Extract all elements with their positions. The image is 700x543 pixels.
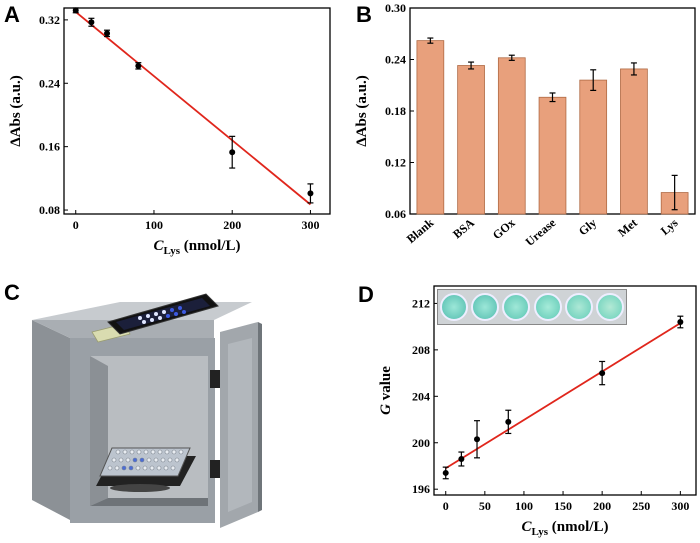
x-tick-label: 100 (145, 218, 163, 232)
inset-well (439, 293, 468, 321)
inset-well (502, 293, 531, 321)
data-point (458, 456, 465, 463)
x-tick-label: 250 (632, 499, 650, 513)
y-tick-label: 0.24 (385, 53, 406, 67)
data-point (505, 418, 512, 425)
fit-line (75, 11, 312, 206)
open-door-panel (228, 338, 252, 512)
panel-label-a: A (4, 2, 20, 27)
data-point (442, 469, 449, 476)
y-tick-label: 0.16 (39, 140, 60, 154)
smartphone (107, 293, 219, 335)
data-point (104, 30, 111, 37)
data-point (677, 318, 684, 325)
inset-well (564, 293, 593, 321)
panel-label-c: C (4, 280, 20, 305)
door-hinge-top (210, 370, 220, 388)
open-door-edge (258, 322, 262, 512)
plate-wells (107, 449, 184, 471)
bar (416, 40, 445, 215)
y-tick-label: 196 (412, 482, 430, 496)
y-tick-label: 208 (412, 343, 430, 357)
data-point (88, 19, 95, 26)
data-point (135, 62, 142, 69)
y-tick-label: 0.06 (385, 207, 406, 221)
data-point (599, 370, 606, 377)
y-tick-label: 0.30 (385, 1, 406, 15)
fit-line (445, 322, 681, 470)
y-tick-label: 212 (412, 296, 430, 310)
x-tick-label: 200 (223, 218, 241, 232)
y-tick-label: 0.12 (385, 156, 406, 170)
data-point (474, 436, 481, 443)
x-tick-label: 50 (479, 499, 491, 513)
x-axis-label: CLys (nmol/L) (522, 519, 609, 538)
x-tick-label: 300 (671, 499, 689, 513)
bar (538, 96, 567, 215)
door-hinge-bottom (210, 460, 220, 478)
y-tick-label: 0.24 (39, 76, 60, 90)
bar (579, 79, 608, 215)
plot-frame (433, 285, 697, 496)
x-tick-label: 300 (301, 218, 319, 232)
y-axis-label: G value (378, 366, 394, 415)
bar (497, 57, 526, 215)
y-tick-label: 0.18 (385, 104, 406, 118)
bar (457, 65, 485, 215)
x-axis-label: CLys (nmol/L) (154, 238, 241, 257)
y-tick-label: 200 (412, 436, 430, 450)
inset-well (533, 293, 562, 321)
x-tick-label: 0 (73, 218, 79, 232)
tray-disk (110, 484, 170, 492)
y-tick-label: 204 (412, 389, 430, 403)
phone-screen-dots (138, 306, 186, 324)
x-tick-label: 200 (593, 499, 611, 513)
well-strip-inset (437, 289, 627, 325)
data-point (72, 7, 79, 14)
y-axis-label: ΔAbs (a.u.) (8, 75, 24, 147)
y-tick-label: 0.32 (39, 13, 60, 27)
panel-label-b: B (356, 2, 372, 27)
y-tick-label: 0.08 (39, 203, 60, 217)
detection-box-illustration (32, 293, 262, 528)
box-left-side (32, 320, 70, 520)
x-tick-label: 100 (515, 499, 533, 513)
data-point (307, 190, 314, 197)
y-axis-label: ΔAbs (a.u.) (354, 75, 370, 147)
panel-label-d: D (358, 282, 374, 307)
x-tick-label: 0 (443, 499, 449, 513)
inset-well (596, 293, 625, 321)
inset-well (470, 293, 499, 321)
box-inner-bottom (90, 498, 208, 506)
plot-frame (63, 7, 331, 215)
bar (620, 68, 648, 215)
phone-screen (116, 298, 210, 330)
x-tick-label: 150 (554, 499, 572, 513)
data-point (229, 149, 236, 156)
